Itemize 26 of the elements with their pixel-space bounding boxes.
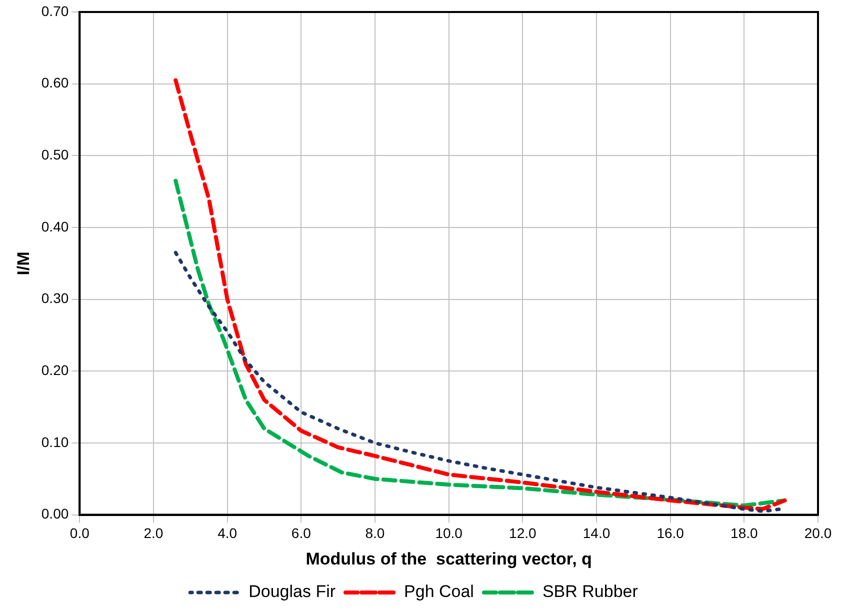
y-tick-label: 0.40 <box>41 218 69 234</box>
legend-label: Douglas Fir <box>248 582 336 602</box>
y-tick-label: 0.00 <box>41 506 69 522</box>
line-series <box>174 78 787 512</box>
y-axis-title: I/M <box>14 252 33 276</box>
legend-label: SBR Rubber <box>542 582 638 602</box>
y-tick-label: 0.70 <box>41 2 69 19</box>
x-tick-label: 8.0 <box>365 525 385 542</box>
x-tick-label: 10.0 <box>435 525 463 542</box>
x-axis-title: Modulus of the scattering vector, q <box>306 549 592 568</box>
x-tick-label: 2.0 <box>144 525 164 542</box>
x-tick-label: 14.0 <box>582 525 610 542</box>
x-tick-label: 12.0 <box>509 525 536 542</box>
x-tick-label: 0.0 <box>70 525 90 542</box>
x-tick-label: 18.0 <box>730 525 758 542</box>
y-tick-label: 0.50 <box>41 146 69 163</box>
x-tick-label: 20.0 <box>804 525 832 542</box>
x-tick-label: 16.0 <box>656 525 684 542</box>
y-tick-label: 0.10 <box>41 434 69 450</box>
y-tick-label: 0.60 <box>41 74 69 91</box>
line-series <box>174 250 783 513</box>
legend-label: Pgh Coal <box>404 582 474 602</box>
y-tick-label: 0.30 <box>41 290 69 306</box>
y-tick-label: 0.20 <box>41 362 69 378</box>
x-tick-label: 6.0 <box>291 525 312 542</box>
x-tick-label: 4.0 <box>218 525 238 542</box>
